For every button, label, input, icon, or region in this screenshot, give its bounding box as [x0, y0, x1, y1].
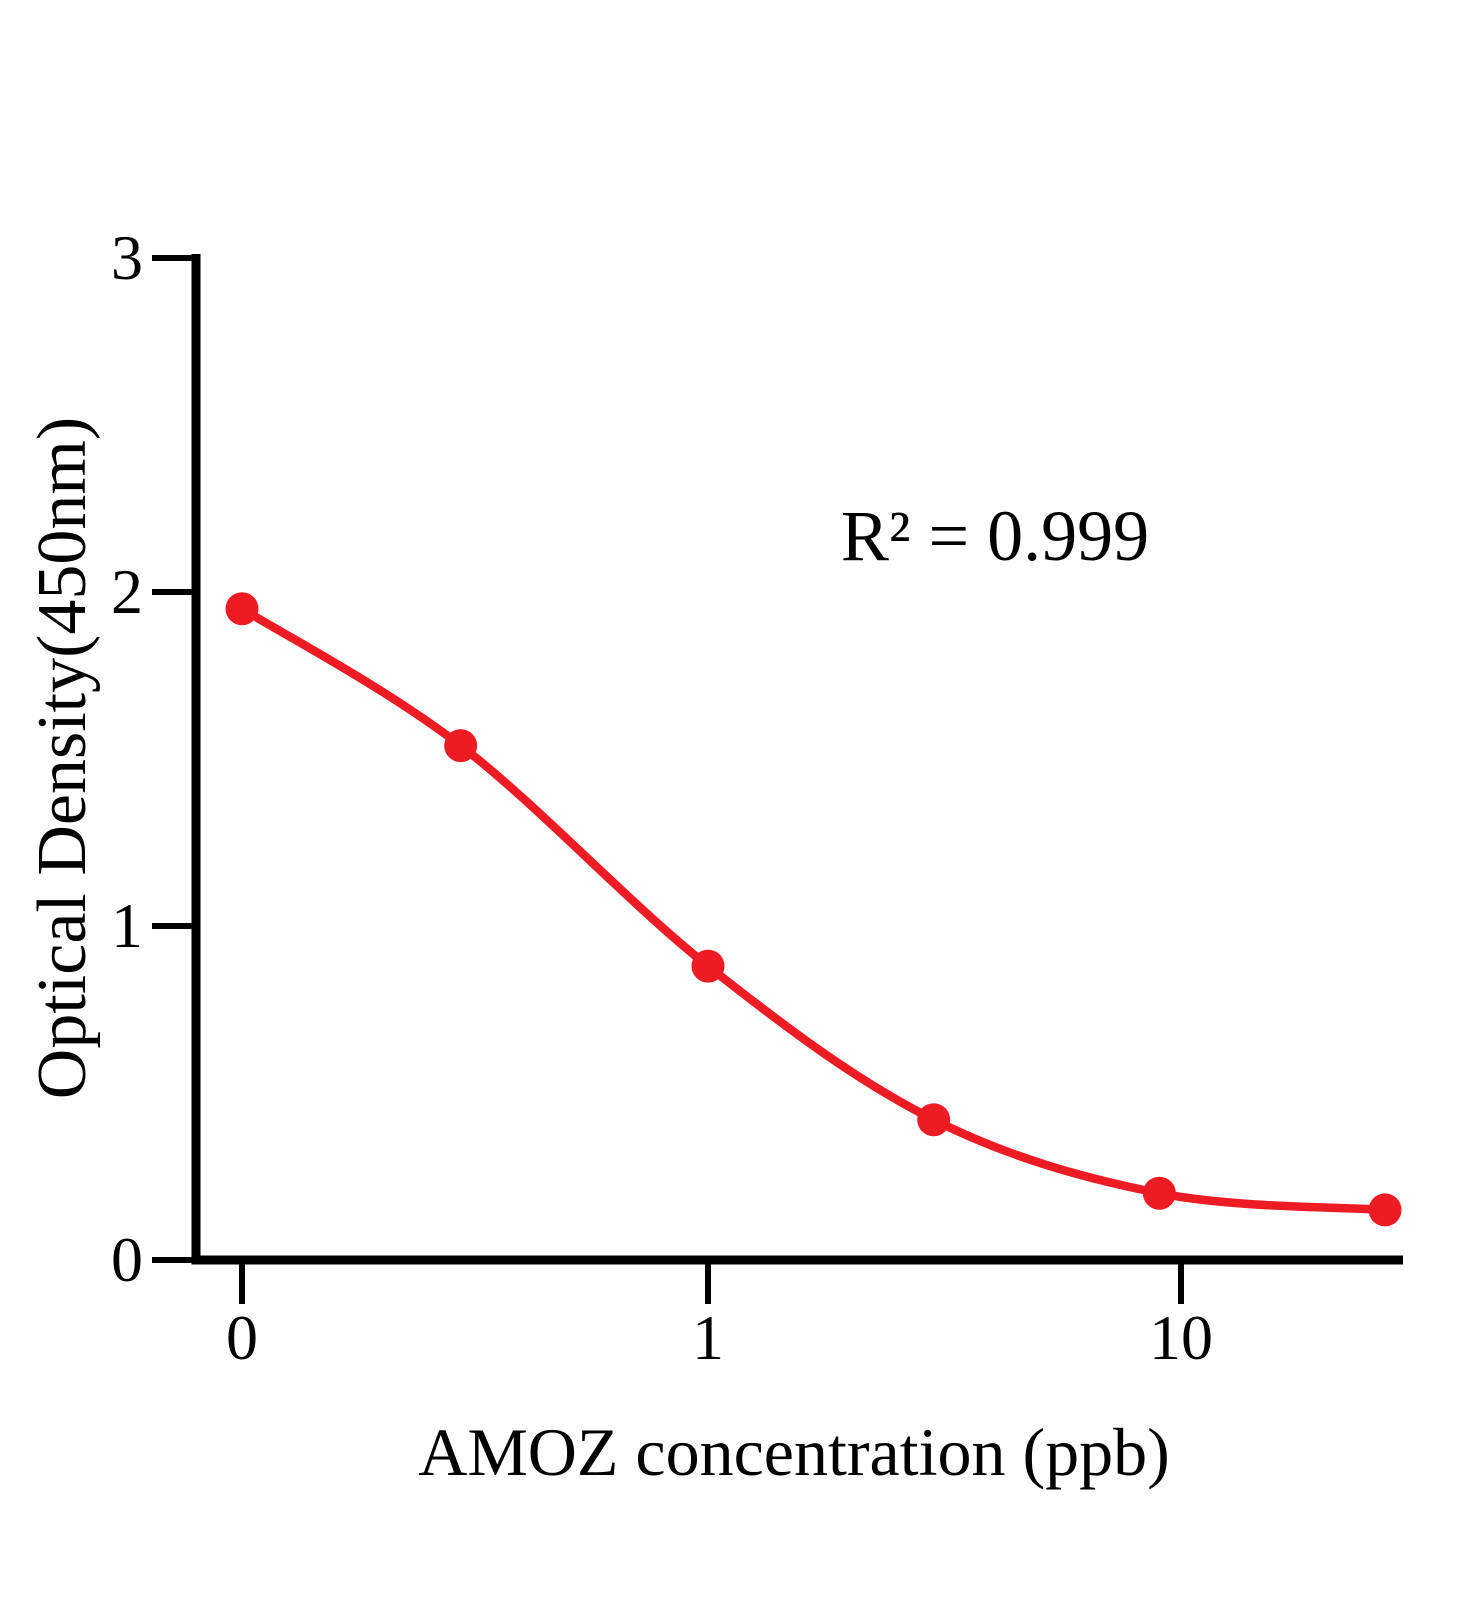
- r-squared-annotation: R² = 0.999: [840, 496, 1150, 576]
- y-axis-title: Optical Density(450nm): [24, 416, 101, 1100]
- data-point-marker: [691, 949, 725, 983]
- x-tick-label: 0: [226, 1302, 258, 1373]
- x-tick-label: 1: [692, 1302, 724, 1373]
- data-point-marker: [917, 1103, 951, 1137]
- x-axis-title: AMOZ concentration (ppb): [418, 1414, 1170, 1490]
- standard-curve-line: [237, 604, 1390, 1215]
- x-tick-label: 10: [1149, 1302, 1213, 1373]
- data-point-marker: [225, 592, 259, 626]
- y-tick-label: 1: [111, 890, 143, 961]
- data-point-marker: [1142, 1176, 1176, 1210]
- y-tick-label: 2: [111, 556, 143, 627]
- data-point-marker: [444, 729, 478, 763]
- y-tick-label: 3: [111, 222, 143, 293]
- data-point-marker: [1368, 1193, 1402, 1227]
- y-tick-label: 0: [111, 1224, 143, 1295]
